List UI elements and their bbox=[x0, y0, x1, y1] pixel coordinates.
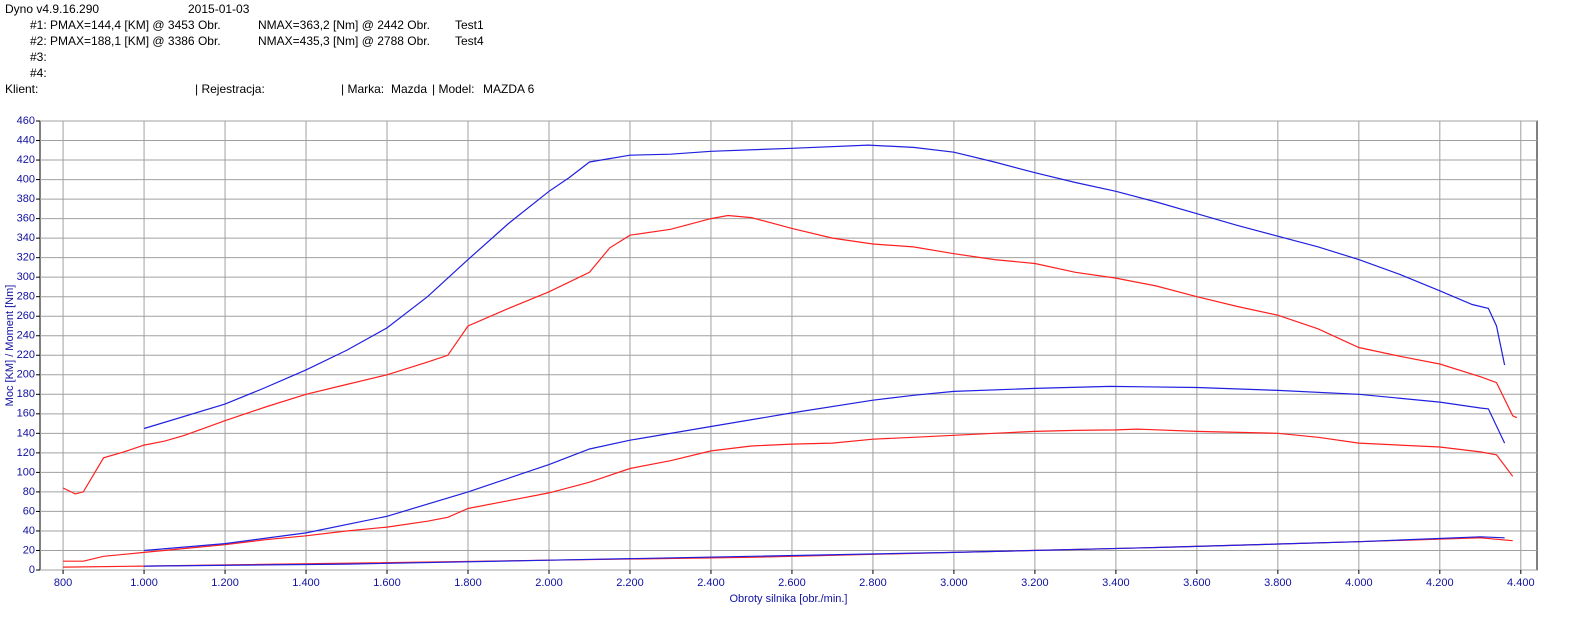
x-tick-label: 2.400 bbox=[697, 577, 725, 589]
x-tick-label: 4.400 bbox=[1507, 577, 1535, 589]
y-tick-label: 340 bbox=[17, 232, 35, 244]
y-tick-label: 160 bbox=[17, 408, 35, 420]
run-empty: #4: bbox=[30, 66, 47, 80]
curve bbox=[144, 385, 1506, 552]
y-tick-label: 380 bbox=[17, 193, 35, 205]
y-tick-label: 20 bbox=[23, 544, 35, 556]
run-torque: NMAX=363,2 [Nm] @ 2442 Obr. bbox=[258, 18, 430, 32]
y-tick-label: 300 bbox=[17, 271, 35, 283]
y-tick-label: 80 bbox=[23, 486, 35, 498]
client-label: Klient: bbox=[5, 82, 38, 96]
y-tick-label: 140 bbox=[17, 427, 35, 439]
x-tick-label: 1.800 bbox=[454, 577, 482, 589]
y-tick-label: 260 bbox=[17, 310, 35, 322]
plot-frame bbox=[39, 120, 1538, 571]
plot: 0 20 40 60 80 100 120 140 160 180 200 220 240 260 280 3… bbox=[4, 115, 1538, 605]
y-axis-label: Moc [KM] / Moment [Nm] bbox=[4, 285, 16, 407]
x-tick-label: 3.200 bbox=[1021, 577, 1049, 589]
y-tick-label: 240 bbox=[17, 330, 35, 342]
run-name: Test1 bbox=[455, 18, 484, 32]
app-version: Dyno v4.9.16.290 bbox=[5, 2, 99, 16]
run-torque: NMAX=435,3 [Nm] @ 2788 Obr. bbox=[258, 34, 430, 48]
x-tick-label: 2.800 bbox=[859, 577, 887, 589]
x-tick-label: 3.400 bbox=[1102, 577, 1130, 589]
run-name: Test4 bbox=[455, 34, 484, 48]
x-tick-label: 3.000 bbox=[940, 577, 968, 589]
x-tick-label: 800 bbox=[54, 577, 72, 589]
curve bbox=[143, 144, 1506, 430]
model-label: | Model: bbox=[432, 82, 474, 96]
curve bbox=[144, 536, 1505, 567]
x-tick-label: 1.000 bbox=[130, 577, 158, 589]
y-tick-label: 60 bbox=[23, 505, 35, 517]
x-axis-label: Obroty silnika [obr./min.] bbox=[730, 593, 848, 605]
y-tick-label: 40 bbox=[23, 525, 35, 537]
x-tick-label: 2.200 bbox=[616, 577, 644, 589]
run-power: #1: PMAX=144,4 [KM] @ 3453 Obr. bbox=[30, 18, 221, 32]
y-tick-label: 220 bbox=[17, 349, 35, 361]
test-date: 2015-01-03 bbox=[188, 2, 250, 16]
x-tick-label: 2.600 bbox=[778, 577, 806, 589]
registration-label: | Rejestracja: bbox=[195, 82, 265, 96]
x-tick-label: 2.000 bbox=[535, 577, 563, 589]
y-tick-label: 120 bbox=[17, 447, 35, 459]
curve bbox=[63, 428, 1514, 562]
y-tick-label: 460 bbox=[17, 115, 35, 127]
x-tick-label: 4.000 bbox=[1345, 577, 1373, 589]
y-tick-label: 360 bbox=[17, 213, 35, 225]
run-power: #2: PMAX=188,1 [KM] @ 3386 Obr. bbox=[30, 34, 221, 48]
run-empty: #3: bbox=[30, 50, 47, 64]
model: MAZDA 6 bbox=[483, 82, 535, 96]
x-tick-label: 1.200 bbox=[211, 577, 239, 589]
x-tick-label: 1.400 bbox=[292, 577, 320, 589]
y-tick-label: 420 bbox=[17, 154, 35, 166]
y-tick-label: 440 bbox=[17, 134, 35, 146]
y-tick-label: 400 bbox=[17, 173, 35, 185]
y-tick-label: 100 bbox=[17, 466, 35, 478]
make: Mazda bbox=[391, 82, 427, 96]
y-tick-label: 200 bbox=[17, 369, 35, 381]
x-tick-label: 1.600 bbox=[373, 577, 401, 589]
y-tick-label: 180 bbox=[17, 388, 35, 400]
x-tick-label: 4.200 bbox=[1426, 577, 1454, 589]
x-tick-label: 3.600 bbox=[1183, 577, 1211, 589]
y-tick-label: 280 bbox=[17, 291, 35, 303]
y-tick-label: 320 bbox=[17, 252, 35, 264]
x-tick-label: 3.800 bbox=[1264, 577, 1292, 589]
curve bbox=[62, 214, 1518, 495]
make-label: | Marka: bbox=[341, 82, 384, 96]
y-tick-label: 0 bbox=[29, 564, 35, 576]
